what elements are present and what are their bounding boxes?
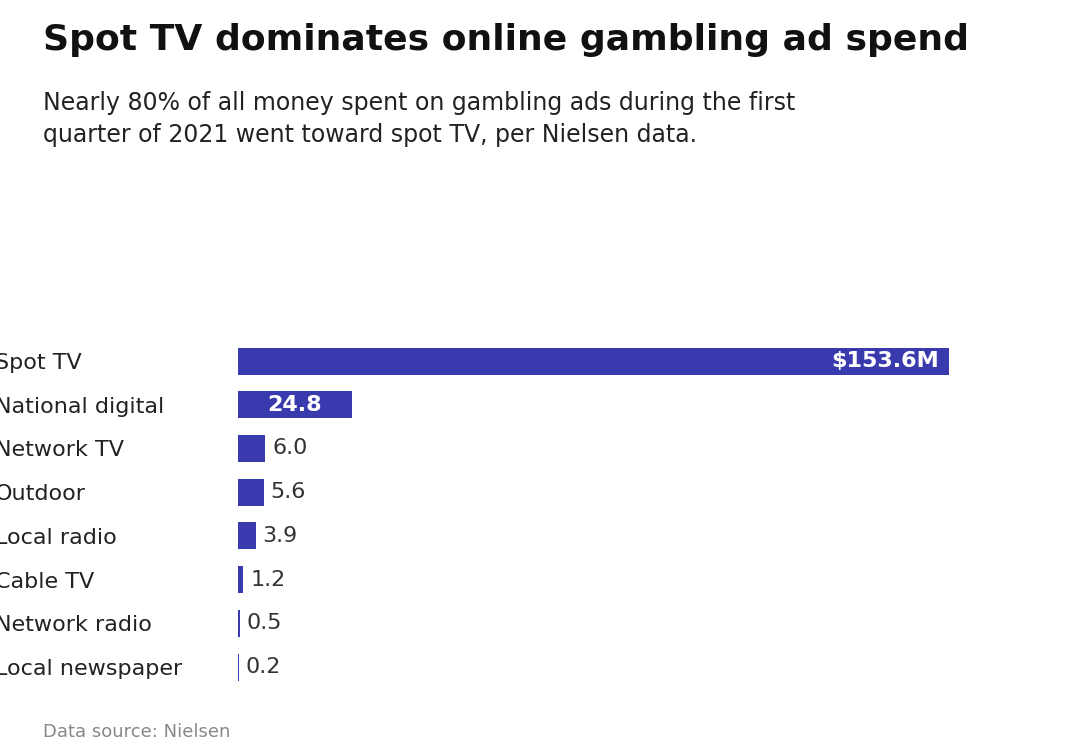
- Text: $153.6M: $153.6M: [832, 351, 940, 371]
- Text: Data source: Nielsen: Data source: Nielsen: [43, 723, 230, 741]
- Text: Nearly 80% of all money spent on gambling ads during the first
quarter of 2021 w: Nearly 80% of all money spent on gamblin…: [43, 91, 796, 147]
- Bar: [238, 391, 352, 418]
- Text: 0.5: 0.5: [247, 613, 282, 634]
- Bar: [238, 479, 264, 506]
- Text: 1.2: 1.2: [251, 570, 285, 590]
- Text: 5.6: 5.6: [270, 482, 306, 502]
- Text: 24.8: 24.8: [268, 395, 322, 415]
- Bar: [238, 522, 256, 550]
- Bar: [238, 435, 266, 462]
- Bar: [238, 348, 948, 375]
- Text: 3.9: 3.9: [262, 526, 298, 546]
- Text: 0.2: 0.2: [245, 657, 281, 677]
- Text: Spot TV dominates online gambling ad spend: Spot TV dominates online gambling ad spe…: [43, 23, 969, 57]
- Bar: [238, 610, 240, 637]
- Text: 6.0: 6.0: [272, 438, 308, 458]
- Bar: [238, 566, 243, 593]
